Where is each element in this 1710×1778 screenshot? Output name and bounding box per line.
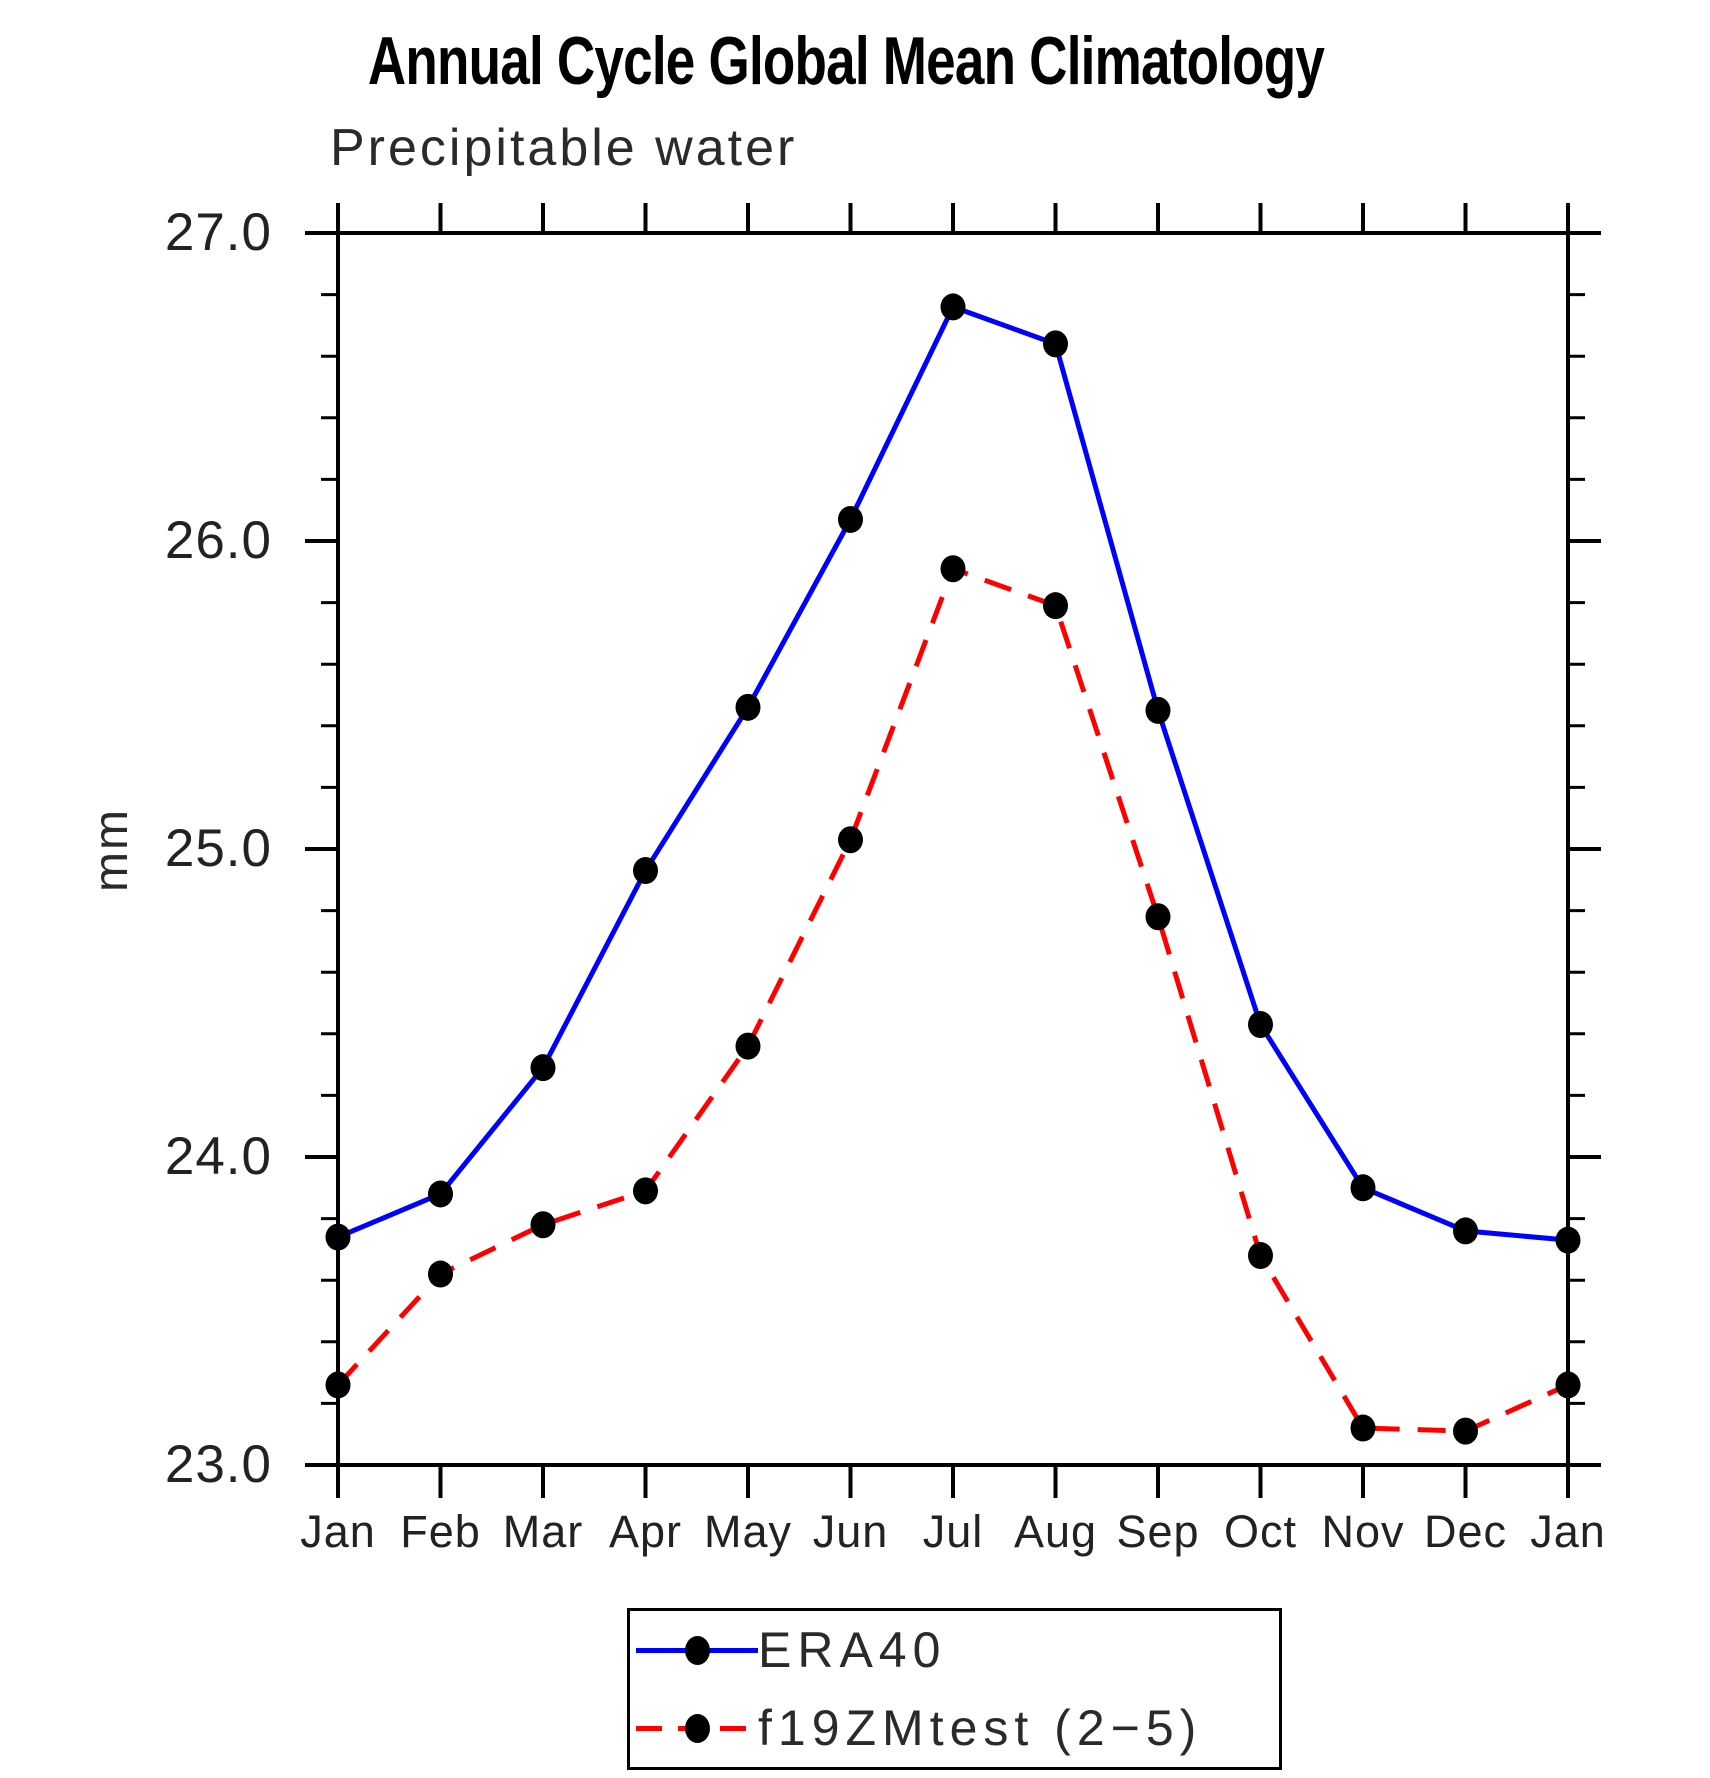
x-tick-label: Jul [922,1506,984,1557]
legend-swatch-era40 [636,1635,758,1665]
x-tick-label: May [703,1506,792,1557]
series-marker-dot [325,1371,351,1399]
series-marker-dot [1453,1417,1478,1445]
legend-row-f19zmtest: f19ZMtest (2−5) [630,1699,1279,1757]
series-marker-dot [1145,903,1171,931]
series-marker-dot [1555,1226,1581,1254]
legend-box: ERA40 f19ZMtest (2−5) [627,1608,1282,1770]
series-marker-dot [735,1032,761,1060]
page-title: Annual Cycle Global Mean Climatology [367,23,1325,99]
x-tick-label: Dec [1423,1506,1508,1557]
x-tick-label: Sep [1116,1506,1200,1557]
legend-label-era40: ERA40 [758,1622,947,1678]
y-tick-label: 23.0 [164,1435,272,1494]
series-marker-dot [1248,1242,1273,1270]
series-marker-dot [530,1054,556,1082]
y-tick-label: 27.0 [164,203,272,262]
plot-border [336,231,1570,1467]
series-marker-dot [633,1177,658,1205]
marker-dot-icon [684,1635,710,1665]
series-marker-dot [1248,1011,1273,1039]
y-tick-label: 26.0 [164,511,272,570]
series-marker-dot [1453,1217,1478,1245]
x-tick-label: Jan [1530,1506,1606,1557]
x-tick-label: Nov [1321,1506,1405,1557]
series-marker-dot [735,693,761,721]
series-marker-dot [1350,1414,1376,1442]
series-marker-dot [530,1211,556,1239]
x-tick-label: Jun [812,1506,889,1557]
legend-row-era40: ERA40 [630,1621,1279,1679]
series-marker-dot [940,555,966,583]
x-tick-label: Apr [608,1506,683,1557]
x-tick-label: Mar [502,1506,584,1557]
series-marker-dot [1350,1174,1376,1202]
series-marker-dot [325,1223,351,1251]
x-tick-label: Feb [400,1506,481,1557]
y-tick-label: 24.0 [164,1127,272,1186]
x-tick-label: Jan [300,1506,376,1557]
series-marker-dot [1043,330,1068,358]
series-line-f19zmtest [336,565,1570,1434]
series-marker-dot [1555,1371,1581,1399]
series-marker-dot [838,505,863,533]
x-tick-label: Aug [1013,1506,1098,1557]
series-marker-dot [940,293,966,321]
series-marker-dot [1043,592,1068,620]
series-line-era40 [337,303,1569,1243]
legend-swatch-f19zmtest [636,1713,758,1743]
marker-dot-icon [684,1713,710,1743]
legend-label-f19zmtest: f19ZMtest (2−5) [758,1700,1203,1756]
series-marker-dot [428,1260,453,1288]
series-marker-dot [633,857,658,885]
y-tick-label: 25.0 [164,819,272,878]
series-marker-dot [838,826,863,854]
x-tick-label: Oct [1223,1506,1297,1557]
series-marker-dot [428,1180,453,1208]
y-axis-label: mm [85,808,138,892]
series-marker-dot [1145,696,1171,724]
chart-subtitle: Precipitable water [330,119,798,177]
